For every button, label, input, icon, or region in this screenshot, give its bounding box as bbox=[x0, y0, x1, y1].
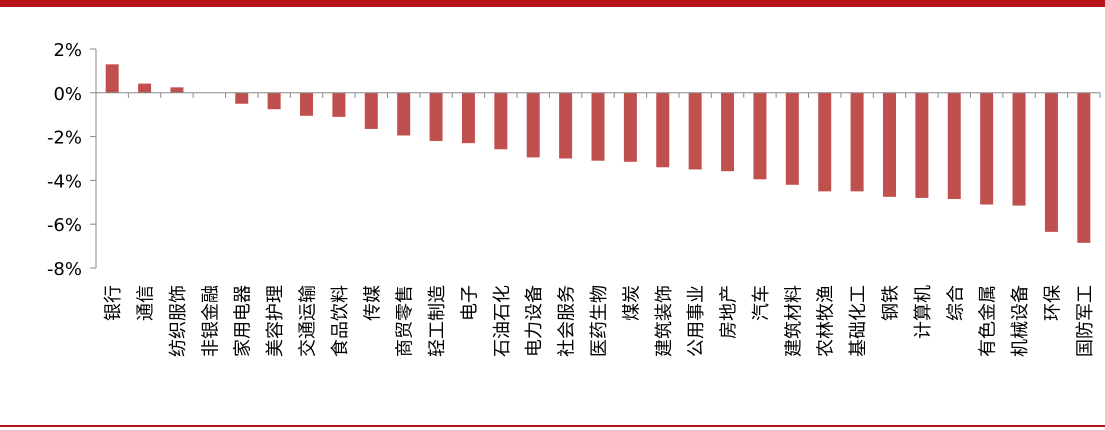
y-tick-labels: 2% 0% -2% -4% -6% -8% bbox=[47, 40, 96, 280]
bar-美容护理 bbox=[267, 92, 281, 110]
category-label: 食品饮料 bbox=[330, 285, 351, 357]
bar-传媒 bbox=[364, 92, 378, 129]
bar-交通运输 bbox=[300, 92, 314, 116]
y-tick-label: 2% bbox=[53, 40, 82, 61]
bar-公用事业 bbox=[688, 92, 702, 170]
bar-建筑装饰 bbox=[656, 92, 670, 168]
y-tick-label: 0% bbox=[53, 84, 82, 105]
bar-计算机 bbox=[915, 92, 929, 198]
category-label: 银行 bbox=[103, 285, 124, 321]
bar-国防军工 bbox=[1077, 92, 1091, 243]
bar-银行 bbox=[105, 64, 119, 93]
bar-社会服务 bbox=[559, 92, 573, 159]
bar-机械设备 bbox=[1012, 92, 1026, 206]
category-label: 煤炭 bbox=[621, 285, 642, 321]
category-label: 石油石化 bbox=[492, 285, 513, 357]
category-label: 商贸零售 bbox=[395, 285, 416, 357]
bar-环保 bbox=[1044, 92, 1058, 232]
category-label: 公用事业 bbox=[686, 285, 707, 357]
bar-石油石化 bbox=[494, 92, 508, 150]
category-label: 房地产 bbox=[719, 285, 740, 339]
category-label: 非银金融 bbox=[200, 285, 221, 357]
category-label: 电力设备 bbox=[524, 285, 545, 357]
y-tick-label: -8% bbox=[47, 259, 82, 280]
bar-综合 bbox=[947, 92, 961, 200]
category-label: 纺织服饰 bbox=[168, 285, 189, 357]
y-tick-label: -6% bbox=[47, 215, 82, 236]
category-labels: 银行 通信 纺织服饰 非银金融 家用电器 美容护理 交通运输 食品饮料 传媒 商贸零售 轻工制造 电子… bbox=[103, 285, 1096, 357]
y-tick-label: -4% bbox=[47, 171, 82, 192]
bottom-rule bbox=[0, 425, 1105, 427]
category-label: 交通运输 bbox=[298, 285, 319, 357]
bar-钢铁 bbox=[882, 92, 896, 197]
bar-建筑材料 bbox=[785, 92, 799, 185]
bars bbox=[105, 64, 1091, 243]
category-label: 环保 bbox=[1042, 285, 1063, 321]
category-label: 建筑材料 bbox=[783, 285, 804, 357]
x-axis bbox=[95, 92, 1101, 98]
category-label: 轻工制造 bbox=[427, 285, 448, 357]
category-label: 医药生物 bbox=[589, 285, 610, 357]
category-label: 基础化工 bbox=[848, 285, 869, 357]
category-label: 传媒 bbox=[362, 285, 383, 321]
bar-汽车 bbox=[753, 92, 767, 180]
category-label: 家用电器 bbox=[233, 285, 254, 357]
bar-基础化工 bbox=[850, 92, 864, 192]
bar-电子 bbox=[461, 92, 475, 144]
category-label: 综合 bbox=[945, 285, 966, 321]
category-label: 国防军工 bbox=[1075, 285, 1096, 357]
category-label: 钢铁 bbox=[880, 285, 901, 321]
bar-商贸零售 bbox=[397, 92, 411, 136]
bar-食品饮料 bbox=[332, 92, 346, 117]
bar-农林牧渔 bbox=[818, 92, 832, 192]
bar-电力设备 bbox=[526, 92, 540, 158]
bar-有色金属 bbox=[980, 92, 994, 205]
top-rule bbox=[0, 0, 1105, 7]
category-label: 计算机 bbox=[913, 285, 934, 339]
y-tick-label: -2% bbox=[47, 128, 82, 149]
bar-房地产 bbox=[721, 92, 735, 172]
category-label: 电子 bbox=[459, 285, 480, 321]
category-label: 农林牧渔 bbox=[816, 285, 837, 357]
category-label: 通信 bbox=[136, 285, 157, 321]
bar-轻工制造 bbox=[429, 92, 443, 141]
bar-通信 bbox=[138, 83, 152, 93]
bar-医药生物 bbox=[591, 92, 605, 161]
bar-家用电器 bbox=[235, 92, 249, 104]
bar-煤炭 bbox=[623, 92, 637, 162]
category-label: 汽车 bbox=[751, 285, 772, 321]
category-label: 建筑装饰 bbox=[654, 285, 675, 357]
category-label: 美容护理 bbox=[265, 285, 286, 357]
bar-纺织服饰 bbox=[170, 87, 184, 93]
category-label: 机械设备 bbox=[1010, 285, 1031, 357]
category-label: 有色金属 bbox=[978, 285, 999, 357]
category-label: 社会服务 bbox=[557, 285, 578, 357]
